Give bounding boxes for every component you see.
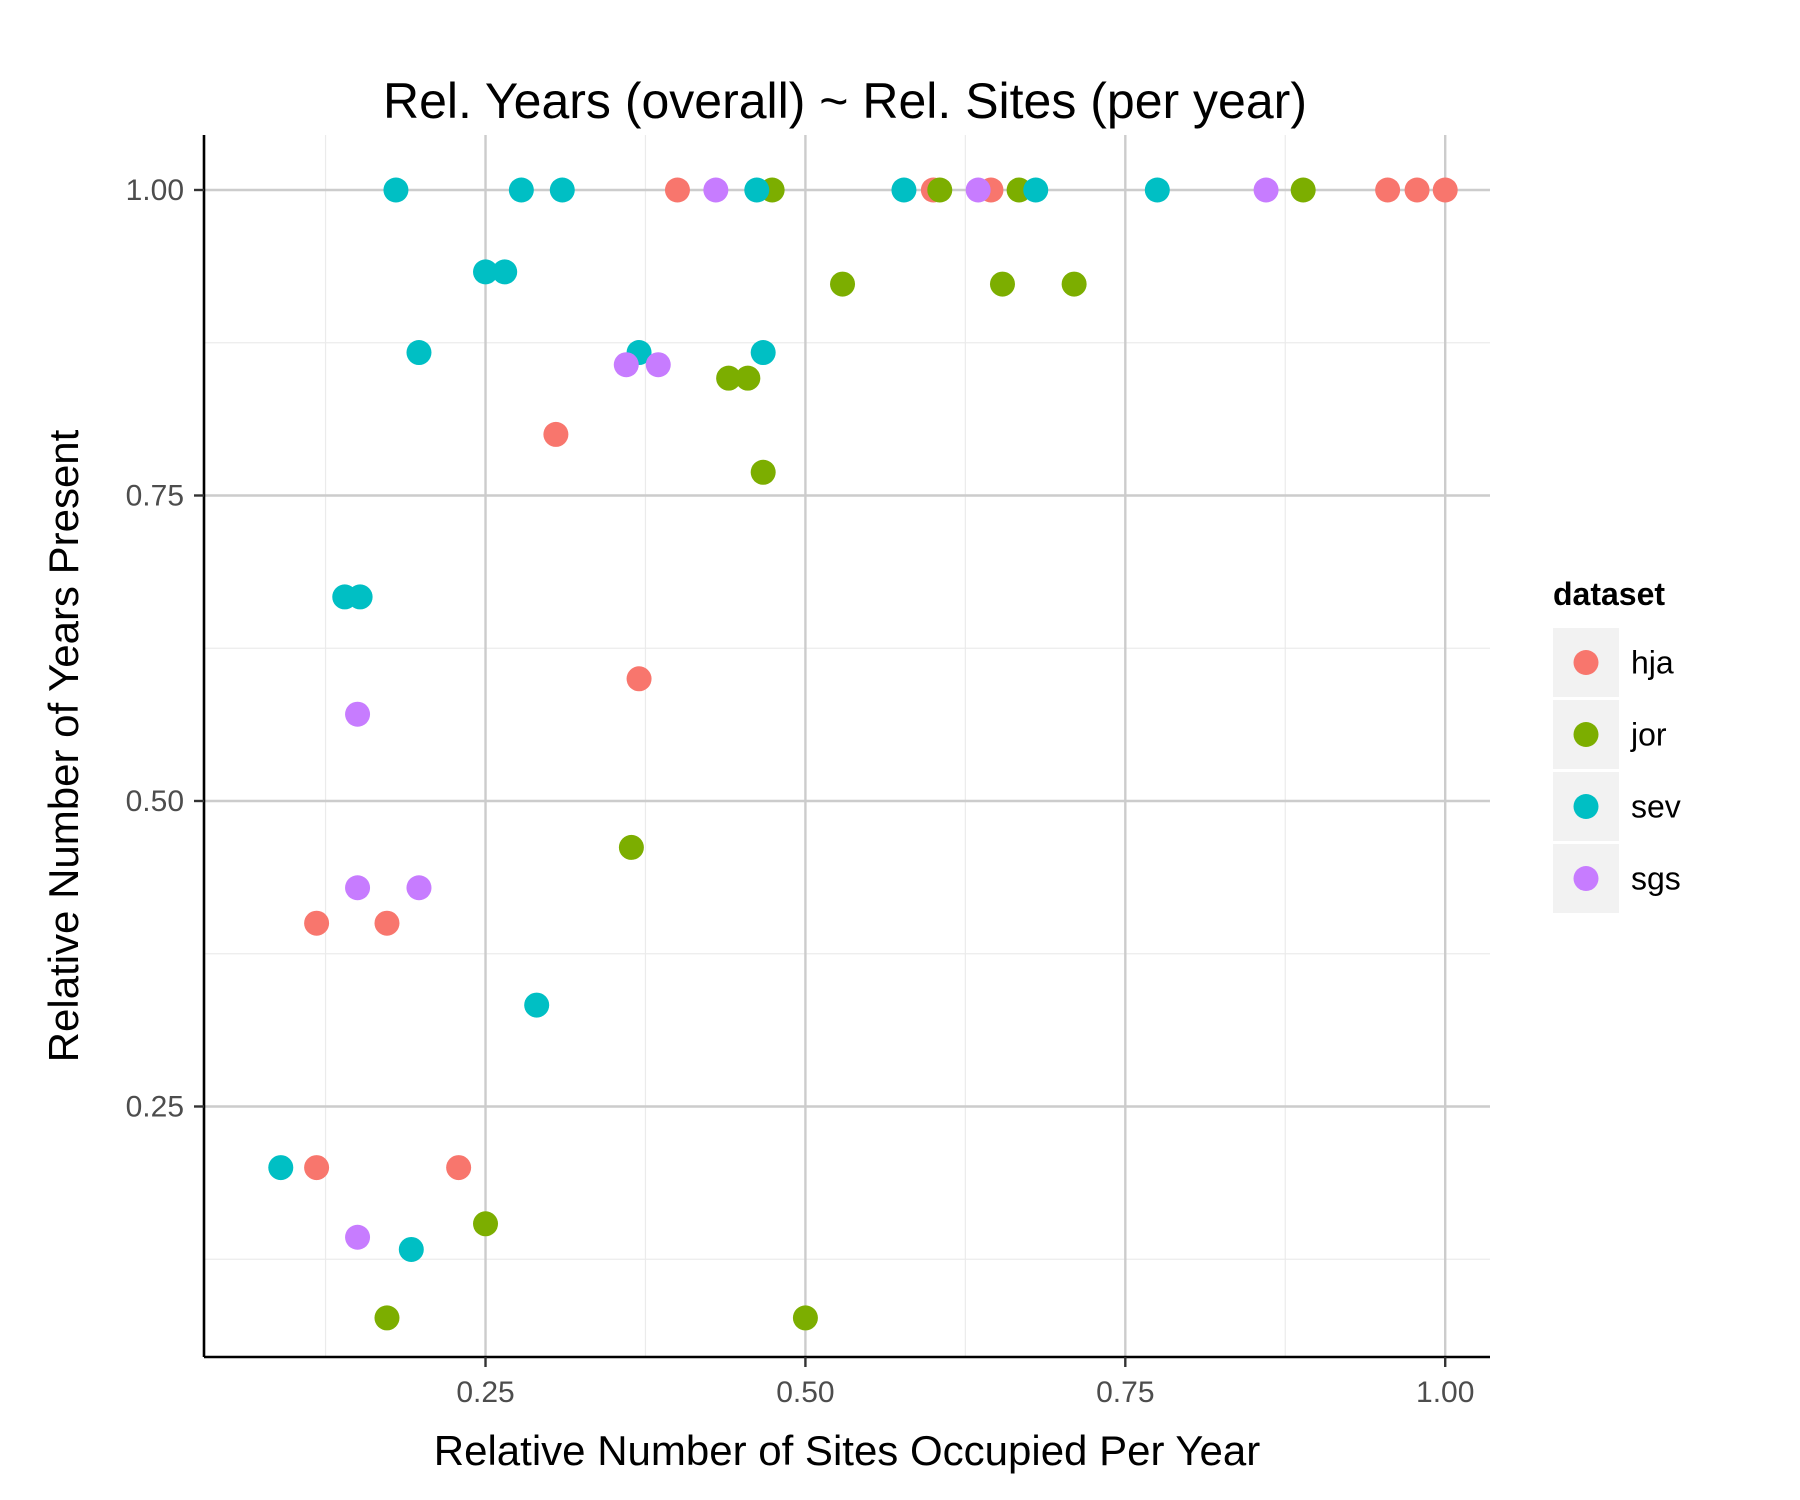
y-tick-label: 1.00 [126, 174, 184, 207]
y-tick-label: 0.75 [126, 479, 184, 512]
data-point-sgs [645, 352, 671, 378]
legend-items: hja jor sev sgs [1553, 628, 1681, 913]
chart-title: Rel. Years (overall) ~ Rel. Sites (per y… [383, 73, 1307, 129]
legend-label-jor: jor [1630, 717, 1667, 753]
data-point-sgs [345, 1224, 371, 1250]
data-point-jor [473, 1211, 499, 1237]
x-tick-label: 0.25 [456, 1376, 514, 1409]
data-point-hja [374, 910, 400, 936]
data-point-hja [304, 910, 330, 936]
data-point-sev [524, 992, 550, 1018]
y-tick-label: 0.50 [126, 785, 184, 818]
data-point-sgs [1253, 177, 1279, 203]
data-point-hja [446, 1155, 472, 1181]
data-point-sgs [613, 352, 639, 378]
data-point-jor [618, 834, 644, 860]
data-point-sev [398, 1236, 424, 1262]
data-point-sev [492, 259, 518, 285]
data-point-sev [268, 1155, 294, 1181]
data-point-hja [626, 666, 652, 692]
data-points [268, 177, 1458, 1331]
data-point-hja [1404, 177, 1430, 203]
legend-label-sev: sev [1631, 789, 1681, 825]
x-axis-title: Relative Number of Sites Occupied Per Ye… [434, 1427, 1260, 1474]
data-point-sgs [345, 875, 371, 901]
x-tick-label: 0.50 [776, 1376, 834, 1409]
data-point-sgs [406, 875, 432, 901]
data-point-sev [750, 340, 776, 366]
data-point-sev [891, 177, 917, 203]
legend-swatch-hja [1573, 650, 1599, 675]
y-axis-ticks: 0.25 0.50 0.75 1.00 [126, 174, 204, 1123]
grid [204, 135, 1490, 1357]
data-point-jor [750, 459, 776, 485]
y-axis-title: Relative Number of Years Present [40, 429, 87, 1062]
legend-swatch-sev [1573, 794, 1599, 819]
x-tick-label: 0.75 [1096, 1376, 1154, 1409]
data-point-jor [830, 271, 856, 297]
data-point-sgs [965, 177, 991, 203]
data-point-hja [1432, 177, 1458, 203]
data-point-jor [1061, 271, 1087, 297]
legend-title: dataset [1553, 576, 1665, 612]
data-point-sev [508, 177, 534, 203]
data-point-sev [383, 177, 409, 203]
data-point-jor [1290, 177, 1316, 203]
legend-swatch-jor [1573, 722, 1599, 747]
data-point-sev [1144, 177, 1170, 203]
data-point-sev [473, 259, 499, 285]
data-point-jor [735, 365, 761, 391]
data-point-jor [792, 1305, 818, 1331]
data-point-jor [716, 365, 742, 391]
data-point-sev [744, 177, 770, 203]
legend-swatch-sgs [1573, 866, 1599, 891]
data-point-jor [927, 177, 953, 203]
legend: dataset hja jor sev sgs [1553, 576, 1681, 913]
data-point-hja [664, 177, 690, 203]
legend-label-sgs: sgs [1631, 861, 1681, 897]
data-point-sgs [345, 701, 371, 727]
data-point-sgs [703, 177, 729, 203]
data-point-sev [549, 177, 575, 203]
data-point-jor [989, 271, 1015, 297]
data-point-hja [1375, 177, 1401, 203]
data-point-sev [406, 340, 432, 366]
data-point-hja [543, 421, 569, 447]
x-tick-label: 1.00 [1416, 1376, 1474, 1409]
x-axis-ticks: 0.25 0.50 0.75 1.00 [456, 1357, 1474, 1409]
data-point-sev [1023, 177, 1049, 203]
data-point-sev [347, 584, 373, 610]
y-tick-label: 0.25 [126, 1090, 184, 1123]
data-point-jor [374, 1305, 400, 1331]
legend-label-hja: hja [1631, 645, 1674, 681]
data-point-hja [304, 1155, 330, 1181]
